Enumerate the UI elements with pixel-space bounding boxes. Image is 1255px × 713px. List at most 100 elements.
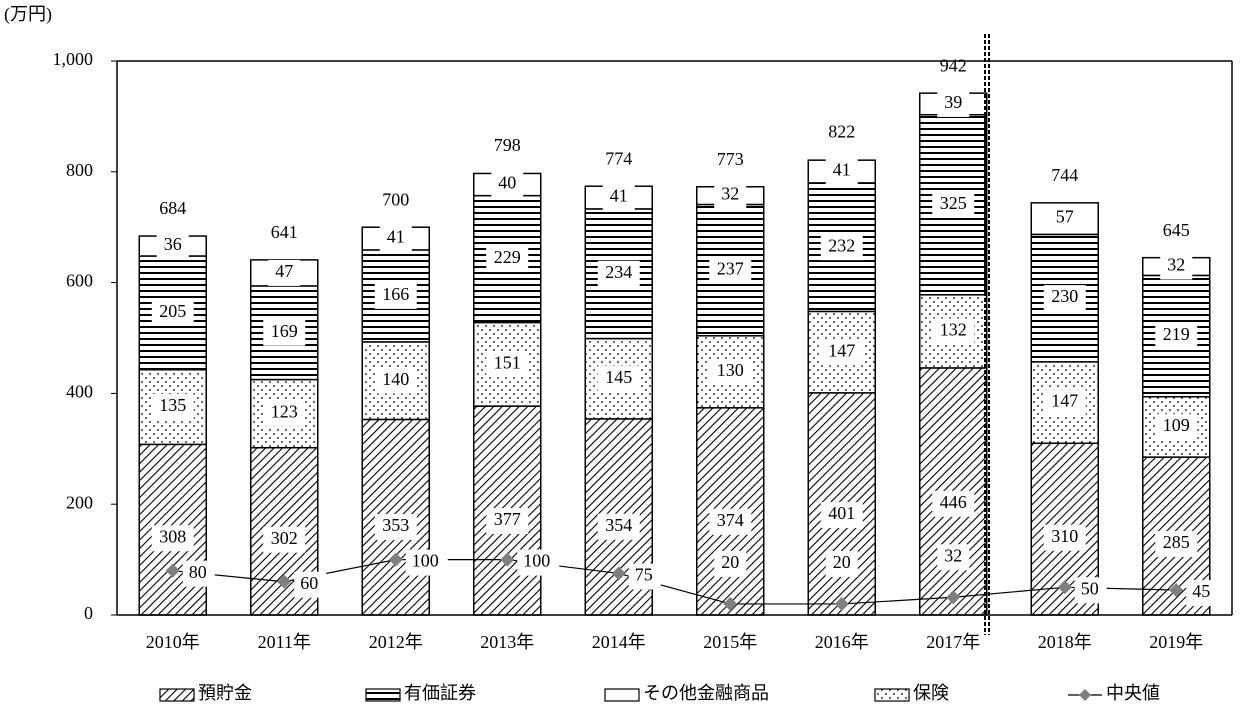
data-label: 147: [1051, 391, 1078, 411]
label-box: [182, 560, 215, 587]
data-label: 41: [833, 160, 851, 180]
y-tick-label: 800: [66, 160, 93, 180]
label-box: [709, 257, 752, 284]
data-label: 32: [721, 184, 739, 204]
label-box: [602, 184, 635, 211]
marker: [611, 566, 626, 581]
data-label: 401: [828, 503, 855, 523]
x-tick-label: 2019年: [1149, 632, 1203, 652]
label-box: [820, 502, 863, 529]
data-label: 20: [721, 552, 739, 572]
data-label: 446: [940, 492, 967, 512]
data-label: 302: [271, 528, 298, 548]
label-box: [1155, 323, 1198, 350]
total-label: 641: [271, 222, 298, 242]
data-label: 36: [164, 234, 182, 254]
data-label: 354: [605, 515, 632, 535]
data-label: 20: [833, 552, 851, 572]
label-box: [1160, 253, 1193, 280]
data-label: 57: [1056, 207, 1074, 227]
legend-label: 有価証券: [404, 683, 476, 703]
data-label: 39: [944, 92, 962, 112]
data-label: 308: [159, 526, 186, 546]
label-box: [1155, 530, 1198, 557]
data-label: 205: [159, 301, 186, 321]
data-label: 140: [382, 369, 409, 389]
data-label: 232: [828, 235, 855, 255]
label-box: [1043, 389, 1086, 416]
legend-swatch: [604, 688, 640, 702]
label-box: [486, 351, 529, 378]
marker: [165, 563, 180, 578]
x-tick-label: 2016年: [815, 632, 869, 652]
data-label: 166: [382, 284, 409, 304]
label-box: [263, 400, 306, 427]
data-label: 219: [1163, 324, 1190, 344]
label-box: [491, 171, 524, 198]
label-box: [714, 182, 747, 209]
data-label: 135: [159, 395, 186, 415]
label-box: [1048, 205, 1081, 232]
data-label: 100: [412, 551, 439, 571]
label-box: [151, 525, 194, 552]
line: [172, 559, 1177, 605]
total-label: 645: [1163, 220, 1190, 240]
label-box: [405, 549, 448, 576]
legend-swatch: [365, 688, 401, 702]
label-box: [932, 191, 975, 218]
label-box: [820, 339, 863, 366]
y-tick-label: 1,000: [53, 49, 94, 69]
label-box: [937, 544, 970, 571]
label-box: [825, 550, 858, 577]
total-label: 744: [1051, 165, 1078, 185]
y-tick-label: 0: [84, 603, 93, 623]
label-box: [151, 299, 194, 326]
data-label: 41: [610, 186, 628, 206]
legend-swatch: [1079, 689, 1091, 701]
label-box: [825, 158, 858, 185]
data-label: 285: [1163, 532, 1190, 552]
label-box: [517, 549, 560, 576]
marker: [834, 596, 849, 611]
label-box: [628, 563, 661, 590]
x-tick-label: 2017年: [926, 632, 980, 652]
data-label: 123: [271, 402, 298, 422]
label-box: [1186, 580, 1219, 607]
label-box: [486, 508, 529, 535]
legend-label: 保険: [913, 683, 949, 703]
data-label: 353: [382, 515, 409, 535]
data-label: 100: [523, 551, 550, 571]
x-tick-label: 2012年: [369, 632, 423, 652]
label-box: [1043, 524, 1086, 551]
data-label: 132: [940, 319, 967, 339]
y-unit: (万円): [4, 4, 52, 25]
total-label: 684: [159, 198, 186, 218]
data-label: 169: [271, 321, 298, 341]
label-box: [156, 233, 189, 260]
marker: [723, 596, 738, 611]
x-tick-label: 2013年: [480, 632, 534, 652]
legend-swatch: [159, 688, 195, 702]
label-box: [263, 526, 306, 553]
label-box: [709, 358, 752, 385]
data-label: 45: [1192, 581, 1210, 601]
label-box: [151, 393, 194, 420]
total-label: 774: [605, 148, 632, 168]
label-box: [714, 550, 747, 577]
data-label: 230: [1051, 286, 1078, 306]
label-box: [1155, 413, 1198, 440]
data-label: 40: [498, 173, 516, 193]
data-label: 325: [940, 193, 967, 213]
label-box: [374, 367, 417, 394]
data-label: 237: [717, 258, 744, 278]
label-box: [937, 90, 970, 117]
data-label: 234: [605, 262, 632, 282]
label-box: [1043, 285, 1086, 312]
x-tick-label: 2018年: [1038, 632, 1092, 652]
legend-label: 預貯金: [198, 683, 252, 703]
legend-label: その他金融商品: [643, 683, 769, 703]
data-label: 151: [494, 352, 521, 372]
y-tick-label: 600: [66, 271, 93, 291]
marker: [500, 552, 515, 567]
